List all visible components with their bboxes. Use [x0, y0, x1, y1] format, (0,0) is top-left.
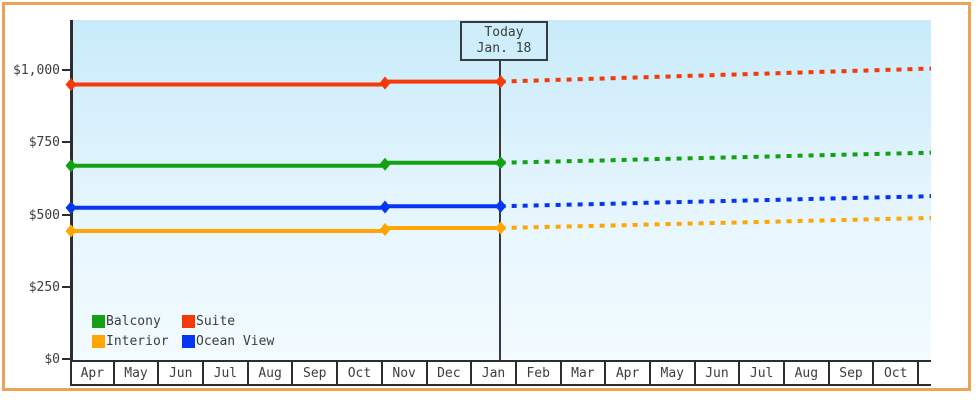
x-axis-month-cell: Jul	[204, 362, 249, 384]
x-axis-stub	[919, 362, 931, 384]
x-axis-month-cell: Jul	[740, 362, 785, 384]
y-axis	[70, 20, 73, 362]
x-axis-month-cell: Nov	[383, 362, 428, 384]
legend-item-ocean-view: Ocean View	[182, 334, 274, 349]
legend-item-suite: Suite	[182, 314, 235, 329]
x-axis-month-cell: Apr	[606, 362, 651, 384]
today-annotation-date: Jan. 18	[476, 41, 532, 56]
x-axis-month-cell: Mar	[562, 362, 607, 384]
y-axis-tick	[62, 358, 71, 360]
x-axis-month-cell: Oct	[874, 362, 920, 384]
interior-color-swatch	[92, 334, 105, 348]
x-axis-month-cell: Sep	[293, 362, 339, 384]
y-axis-tick	[62, 214, 71, 216]
x-axis-month-cell: Apr	[70, 362, 115, 384]
y-axis-label: $250	[28, 280, 60, 295]
y-axis-label: $1,000	[13, 63, 60, 78]
y-axis-label: $750	[28, 135, 60, 150]
x-axis-month-cell: Oct	[338, 362, 383, 384]
x-axis-month-cell: Jun	[159, 362, 205, 384]
legend-label: Interior	[106, 333, 169, 349]
x-axis-month-cell: Jan	[472, 362, 517, 384]
x-axis-month-cell: May	[651, 362, 696, 384]
y-axis-tick	[62, 286, 71, 288]
x-axis-month-cell: Feb	[517, 362, 562, 384]
legend-label: Ocean View	[196, 333, 275, 349]
y-axis-label: $500	[28, 208, 60, 223]
y-axis-tick	[62, 69, 71, 71]
x-axis-month-cell: Aug	[785, 362, 830, 384]
legend-row: Interior Ocean View	[92, 331, 274, 351]
x-axis-month-cell: Aug	[249, 362, 294, 384]
today-annotation: Today Jan. 18	[460, 21, 548, 61]
y-axis-tick	[62, 141, 71, 143]
x-axis: Apr May Jun Jul Aug Sep Oct Nov Dec Jan …	[70, 360, 931, 386]
suite-color-swatch	[182, 314, 195, 328]
legend: Balcony Suite Interior Ocean View	[92, 311, 274, 351]
x-axis-month-cell: Jun	[696, 362, 741, 384]
today-annotation-title: Today	[484, 25, 524, 40]
plot-area	[73, 20, 931, 360]
y-axis-label: $0	[44, 352, 60, 367]
ocean-view-color-swatch	[182, 334, 195, 348]
x-axis-month-cell: May	[115, 362, 160, 384]
legend-row: Balcony Suite	[92, 311, 274, 331]
balcony-color-swatch	[92, 314, 105, 328]
legend-label: Balcony	[106, 313, 161, 329]
legend-label: Suite	[196, 313, 236, 329]
x-axis-month-cell: Dec	[428, 362, 473, 384]
legend-item-balcony: Balcony	[92, 314, 182, 329]
today-vertical-line	[499, 56, 501, 360]
x-axis-month-cell: Sep	[830, 362, 875, 384]
legend-item-interior: Interior	[92, 334, 182, 349]
